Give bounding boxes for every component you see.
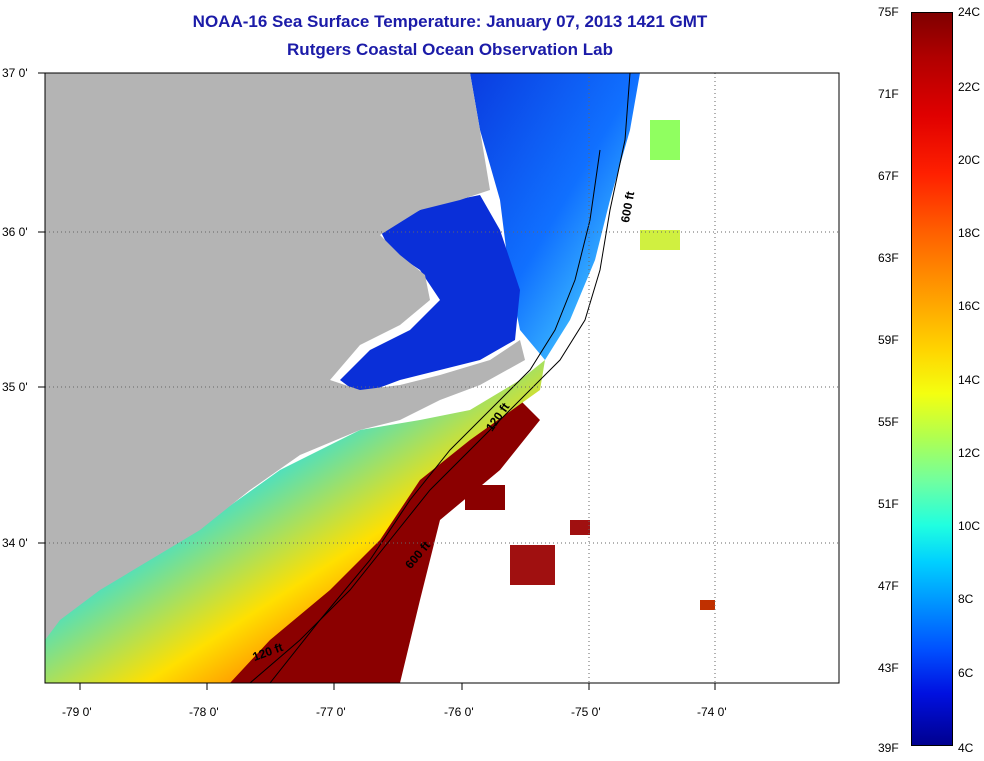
lon-label-79: -79 0' — [62, 705, 92, 719]
cb-f-71: 71F — [878, 87, 899, 101]
graticule — [45, 73, 839, 683]
lon-label-77: -77 0' — [316, 705, 346, 719]
cb-c-12: 12C — [958, 446, 981, 460]
land-mass — [45, 73, 525, 640]
map-title: NOAA-16 Sea Surface Temperature: January… — [192, 12, 708, 31]
cb-f-51: 51F — [878, 497, 899, 511]
cb-c-18: 18C — [958, 226, 981, 240]
shelf-water-south — [45, 360, 545, 683]
cb-c-20: 20C — [958, 153, 981, 167]
cb-f-59: 59F — [878, 333, 899, 347]
temperature-colorbar — [911, 12, 953, 746]
lat-label-36: 36 0' — [2, 225, 28, 239]
cb-c-16: 16C — [958, 299, 981, 313]
cb-f-39: 39F — [878, 741, 899, 755]
cb-f-75: 75F — [878, 5, 899, 19]
cb-c-24: 24C — [958, 5, 981, 19]
map-frame — [44, 72, 840, 684]
cb-f-63: 63F — [878, 251, 899, 265]
lat-label-37: 37 0' — [2, 66, 28, 80]
cb-f-47: 47F — [878, 579, 899, 593]
lon-label-76: -76 0' — [444, 705, 474, 719]
axis-ticks — [38, 72, 716, 690]
cb-c-8: 8C — [958, 592, 974, 606]
cb-f-67: 67F — [878, 169, 899, 183]
map-subtitle: Rutgers Coastal Ocean Observation Lab — [287, 40, 613, 59]
contour-120ft — [269, 149, 601, 683]
lat-label-34: 34 0' — [2, 536, 28, 550]
contour-600ft — [249, 73, 631, 683]
lat-label-35: 35 0' — [2, 380, 28, 394]
lon-label-75: -75 0' — [571, 705, 601, 719]
cb-c-22: 22C — [958, 80, 981, 94]
cb-c-4: 4C — [958, 741, 974, 755]
cb-f-55: 55F — [878, 415, 899, 429]
cb-f-43: 43F — [878, 661, 899, 675]
offshore-warm-patches — [465, 120, 715, 610]
lon-label-74: -74 0' — [697, 705, 727, 719]
cb-c-14: 14C — [958, 373, 981, 387]
lon-label-78: -78 0' — [189, 705, 219, 719]
cb-c-6: 6C — [958, 666, 974, 680]
pamlico-sound — [340, 195, 520, 395]
cb-c-10: 10C — [958, 519, 981, 533]
